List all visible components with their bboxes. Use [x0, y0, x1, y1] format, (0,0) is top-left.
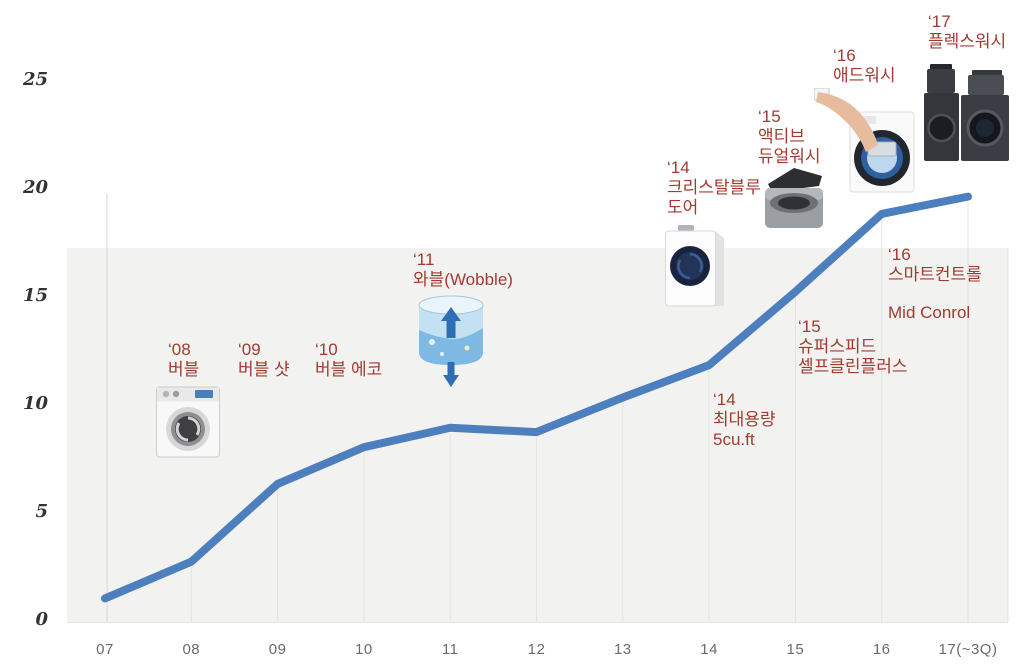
annotation-year: ‘11 — [413, 250, 435, 269]
annotation-label: 최대용량 — [713, 410, 776, 429]
gridlines — [106, 193, 1009, 622]
annotation-2011-wobble: ‘11 와블(Wobble) — [413, 250, 513, 290]
annotation-2014-max-capacity: ‘14 최대용량 5cu.ft — [713, 390, 776, 450]
annotation-label: 크리스탈블루 — [667, 178, 761, 197]
annotation-year: ‘09 — [238, 340, 261, 359]
annotation-label: 셀프클린플러스 — [798, 357, 908, 376]
annotation-label: 듀얼워시 — [758, 147, 821, 166]
wobble-drum-2011-image — [418, 295, 484, 387]
y-tick-label: 10 — [22, 393, 48, 414]
annotation-label: 스마트컨트롤 — [888, 265, 982, 284]
x-tick-label: 15 — [786, 641, 805, 658]
crystal-blue-door-washer-2014-image — [665, 225, 724, 307]
x-tick-label: 13 — [613, 641, 632, 658]
y-tick-label: 5 — [35, 501, 48, 522]
annotation-label: Mid Conrol — [888, 303, 971, 322]
annotation-2016-smart-control: ‘16 스마트컨트롤 Mid Conrol — [888, 245, 982, 323]
front-load-washer-2008-image — [156, 386, 220, 458]
annotation-year: ‘15 — [798, 317, 821, 336]
annotation-label: 버블 샷 — [238, 360, 290, 379]
x-tick-label: 10 — [355, 641, 373, 658]
x-tick-label: 14 — [700, 641, 718, 658]
y-tick-label: 20 — [22, 177, 48, 198]
annotation-2009-bubble-shot: ‘09 버블 샷 — [238, 340, 290, 380]
x-tick-label: 16 — [872, 641, 891, 658]
annotation-year: ‘14 — [713, 390, 736, 409]
annotation-2015-superspeed-selfclean: ‘15 슈퍼스피드 셀프클린플러스 — [798, 317, 907, 377]
y-tick-label: 25 — [22, 69, 48, 90]
annotation-label: 5cu.ft — [713, 430, 755, 449]
y-tick-label: 0 — [35, 609, 48, 630]
x-tick-label: 17(~3Q) — [938, 641, 998, 658]
annotation-year: ‘17 — [928, 12, 951, 31]
x-tick-label: 07 — [96, 641, 114, 658]
annotation-2010-bubble-eco: ‘10 버블 에코 — [315, 340, 382, 380]
annotation-year: ‘15 — [758, 107, 781, 126]
x-tick-label: 09 — [268, 641, 287, 658]
annotation-2014-crystal-blue-door: ‘14 크리스탈블루 도어 — [667, 158, 761, 218]
addwash-washer-2016-image — [814, 88, 915, 193]
annotation-label: 버블 에코 — [315, 360, 383, 379]
top-load-washer-2015-image — [765, 168, 823, 228]
annotation-label: 버블 — [168, 360, 200, 379]
y-tick-label: 15 — [22, 285, 48, 306]
annotation-year: ‘16 — [833, 46, 856, 65]
annotation-2017-flexwash: ‘17 플렉스워시 — [928, 12, 1006, 52]
annotation-label: 애드워시 — [833, 66, 896, 85]
annotation-label: 도어 — [667, 198, 699, 217]
annotation-2008-bubble: ‘08 버블 — [168, 340, 199, 380]
annotation-2016-addwash: ‘16 애드워시 — [833, 46, 896, 86]
annotation-label: 플렉스워시 — [928, 32, 1007, 51]
annotation-year: ‘14 — [667, 158, 690, 177]
x-tick-label: 11 — [441, 641, 459, 658]
x-tick-label: 08 — [182, 641, 201, 658]
annotation-label: 와블(Wobble) — [413, 270, 513, 289]
annotation-year: ‘10 — [315, 340, 338, 359]
annotation-label: 액티브 — [758, 127, 805, 146]
annotation-year: ‘16 — [888, 245, 911, 264]
annotation-label: 슈퍼스피드 — [798, 337, 877, 356]
flexwash-pair-2017-image — [924, 64, 1009, 161]
x-tick-label: 12 — [527, 641, 546, 658]
chart-line-series — [101, 192, 972, 603]
annotation-2015-active-dualwash: ‘15 액티브 듀얼워시 — [758, 107, 821, 167]
annotation-year: ‘08 — [168, 340, 191, 359]
